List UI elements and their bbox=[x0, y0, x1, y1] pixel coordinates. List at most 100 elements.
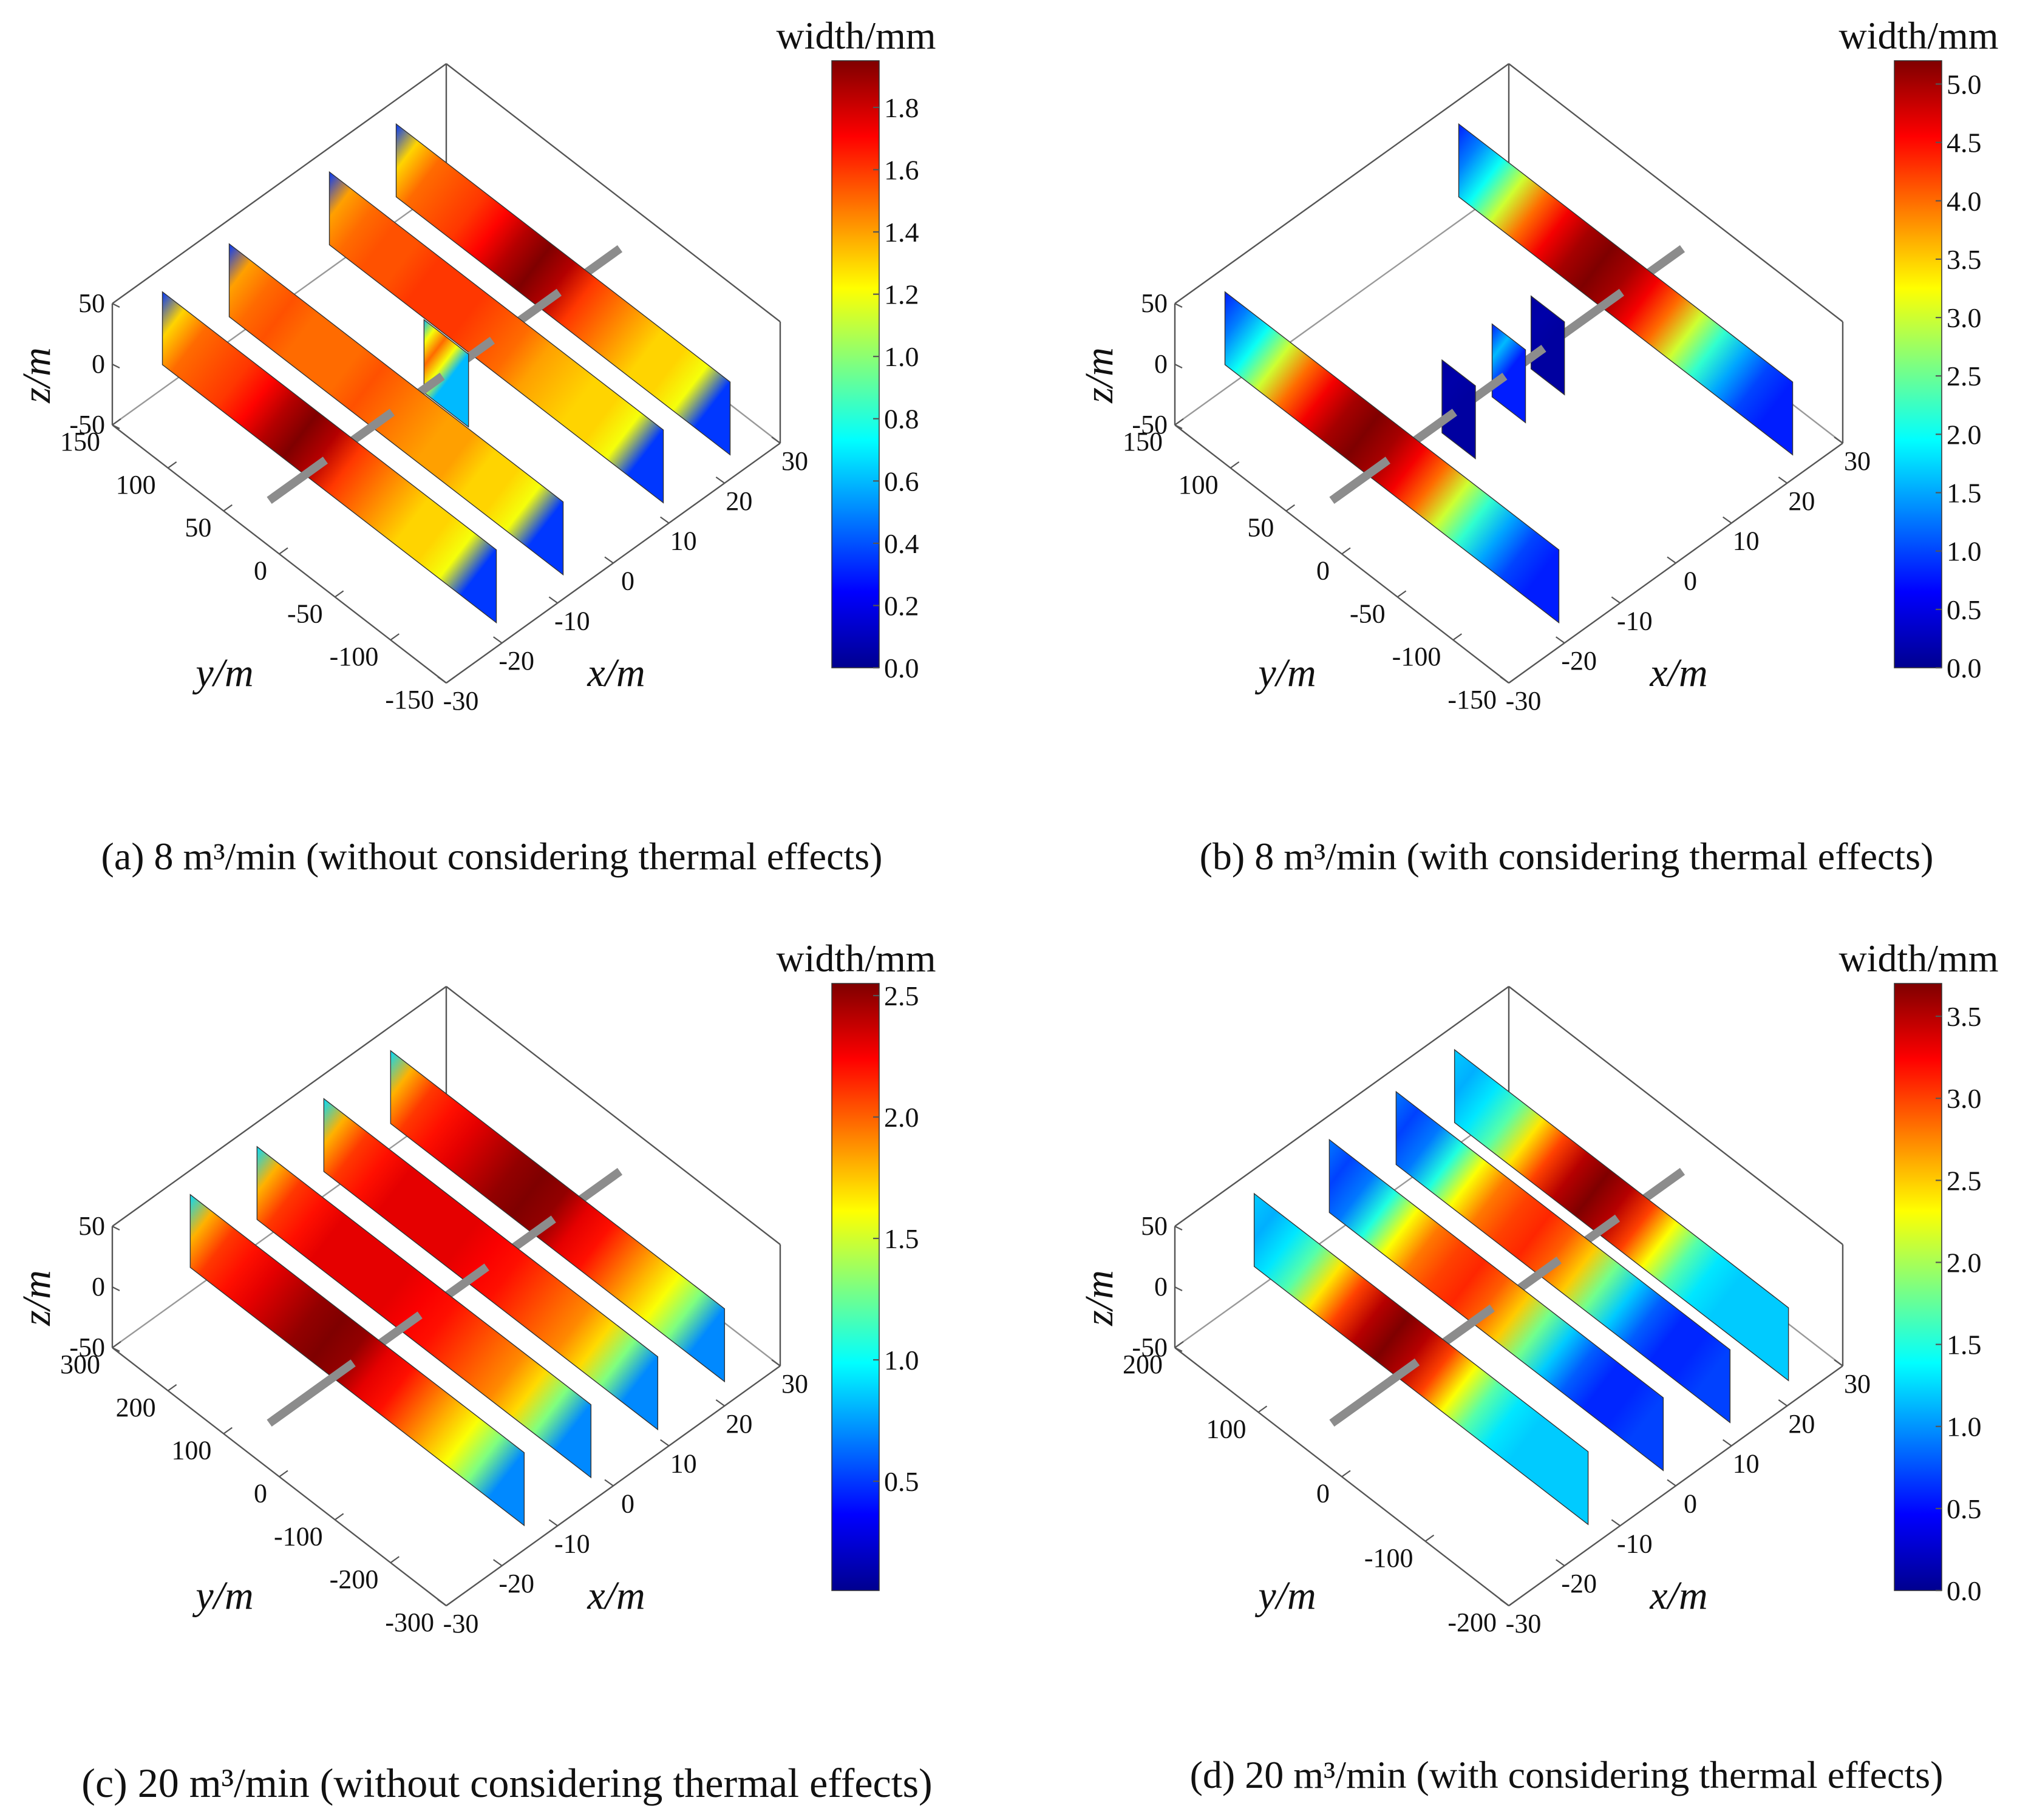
colorbar-title: width/mm bbox=[1838, 937, 1998, 980]
y-tick-mark bbox=[168, 461, 177, 469]
fracture-plane bbox=[395, 123, 731, 456]
y-tick-label: 150 bbox=[1123, 427, 1163, 457]
y-tick-label: -150 bbox=[1447, 685, 1497, 715]
x-tick-mark bbox=[771, 436, 781, 444]
x-tick-label: 20 bbox=[726, 1409, 752, 1439]
y-tick-label: 200 bbox=[1123, 1350, 1163, 1379]
y-tick-label: -200 bbox=[1447, 1608, 1497, 1637]
fracture-plane bbox=[189, 1194, 525, 1527]
y-tick-label: 0 bbox=[254, 1479, 267, 1509]
x-tick-label: -20 bbox=[498, 646, 534, 676]
z-tick-mark bbox=[1174, 364, 1183, 368]
y-tick-label: 150 bbox=[60, 427, 100, 457]
y-tick-label: -100 bbox=[1364, 1543, 1413, 1573]
y-tick-mark bbox=[1257, 1405, 1268, 1413]
panel-b: -50050z/m-150-100-50050100150y/m-30-20-1… bbox=[1077, 14, 1999, 878]
fracture-plane bbox=[228, 243, 564, 576]
colorbar-tick-label: 1.0 bbox=[884, 1345, 919, 1376]
x-tick-mark bbox=[715, 476, 725, 484]
y-tick-mark bbox=[223, 504, 233, 512]
x-tick-mark bbox=[660, 516, 670, 524]
y-tick-label: -50 bbox=[1350, 599, 1386, 628]
z-tick-mark bbox=[112, 1347, 120, 1352]
plot-b: -50050z/m-150-100-50050100150y/m-30-20-1… bbox=[1077, 14, 1999, 716]
plot-a: -50050z/m-150-100-50050100150y/m-30-20-1… bbox=[15, 14, 936, 716]
colorbar-b: width/mm 0.0 0.5 1.0 1.5 2.0 2.5 3.0 3.5 4.0 4.5 5.… bbox=[1838, 14, 1998, 684]
x-tick-label: 0 bbox=[621, 566, 634, 596]
z-axis-label: z/m bbox=[15, 1270, 59, 1326]
z-tick-mark bbox=[112, 424, 120, 429]
x-tick-mark bbox=[1723, 1439, 1732, 1447]
x-tick-mark bbox=[660, 1439, 670, 1447]
colorbar-tick-label: 2.0 bbox=[1947, 419, 1982, 450]
colorbar-tick-label: 1.6 bbox=[884, 154, 919, 185]
y-tick-mark bbox=[1230, 461, 1240, 469]
x-tick-label: -10 bbox=[1617, 1529, 1653, 1558]
fracture-plane bbox=[162, 291, 497, 624]
colorbar-tick-label: 1.8 bbox=[884, 92, 919, 123]
x-tick-label: 20 bbox=[726, 486, 752, 516]
z-tick-mark bbox=[1174, 1286, 1183, 1291]
y-tick-label: -300 bbox=[385, 1608, 434, 1637]
box-edge bbox=[1174, 185, 1509, 426]
x-tick-mark bbox=[1500, 676, 1509, 684]
fracture-plane bbox=[423, 319, 469, 428]
colorbar-tick-label: 2.5 bbox=[884, 980, 919, 1011]
x-tick-mark bbox=[437, 676, 447, 684]
x-tick-label: 10 bbox=[1733, 1449, 1760, 1479]
z-tick-label: 0 bbox=[1154, 1272, 1168, 1302]
colorbar-tick-label: 0.8 bbox=[884, 404, 919, 435]
colorbar-tick-label: 0.6 bbox=[884, 466, 919, 497]
z-tick-label: 50 bbox=[1141, 288, 1168, 318]
z-axis-label: z/m bbox=[1077, 1270, 1121, 1326]
fracture-plane bbox=[256, 1146, 592, 1479]
colorbar-tick-label: 2.0 bbox=[884, 1102, 919, 1133]
colorbar-tick-label: 1.0 bbox=[884, 341, 919, 372]
colorbar-tick-label: 0.5 bbox=[884, 1466, 919, 1497]
box-edge bbox=[1174, 63, 1509, 304]
y-tick-mark bbox=[279, 547, 288, 555]
z-tick-mark bbox=[112, 303, 120, 308]
colorbar-tick-label: 4.5 bbox=[1947, 127, 1982, 158]
z-tick-label: 0 bbox=[92, 1272, 105, 1302]
colorbar-tick-label: 1.4 bbox=[884, 217, 919, 248]
y-axis-label: y/m bbox=[192, 651, 253, 695]
x-tick-label: -20 bbox=[1561, 646, 1597, 676]
y-tick-mark bbox=[1508, 676, 1518, 684]
colorbar-tick-label: 3.0 bbox=[1947, 1083, 1982, 1114]
x-tick-label: -10 bbox=[1617, 606, 1653, 636]
x-tick-label: 20 bbox=[1788, 1409, 1815, 1439]
colorbar-tick-label: 2.0 bbox=[1947, 1247, 1982, 1278]
x-tick-label: -30 bbox=[443, 686, 479, 716]
colorbar-gradient bbox=[1894, 60, 1942, 668]
fracture-plane bbox=[1454, 1048, 1789, 1382]
y-tick-mark bbox=[446, 676, 455, 684]
x-tick-mark bbox=[548, 1519, 558, 1527]
colorbar-tick-label: 0.0 bbox=[1947, 653, 1982, 684]
x-axis-label: x/m bbox=[587, 651, 645, 695]
fracture-plane bbox=[1458, 123, 1794, 456]
x-tick-mark bbox=[437, 1599, 447, 1606]
y-tick-mark bbox=[1397, 590, 1407, 598]
box-edge bbox=[112, 986, 447, 1227]
z-tick-label: 0 bbox=[1154, 349, 1168, 379]
z-tick-label: -50 bbox=[1132, 1333, 1168, 1362]
colorbar-tick-label: 0.4 bbox=[884, 528, 919, 559]
y-tick-label: -200 bbox=[330, 1564, 379, 1594]
plot-d: -50050z/m-200-1000100200y/m-30-20-100102… bbox=[1077, 937, 1999, 1638]
x-tick-label: 30 bbox=[781, 446, 808, 476]
x-tick-label: 30 bbox=[1844, 1369, 1871, 1399]
y-tick-label: 100 bbox=[1206, 1414, 1247, 1444]
y-tick-mark bbox=[1424, 1534, 1435, 1542]
x-tick-label: -30 bbox=[1506, 1609, 1542, 1638]
z-axis-label: z/m bbox=[15, 347, 59, 404]
box-edge bbox=[1174, 986, 1509, 1227]
y-tick-mark bbox=[112, 418, 121, 426]
y-tick-mark bbox=[168, 1384, 177, 1391]
y-tick-mark bbox=[390, 1556, 400, 1564]
y-axis-label: y/m bbox=[1254, 651, 1316, 695]
z-tick-mark bbox=[1174, 1347, 1183, 1352]
x-axis-label: x/m bbox=[1649, 1574, 1707, 1618]
y-tick-mark bbox=[1174, 1341, 1184, 1348]
z-axis-label: z/m bbox=[1077, 347, 1121, 404]
